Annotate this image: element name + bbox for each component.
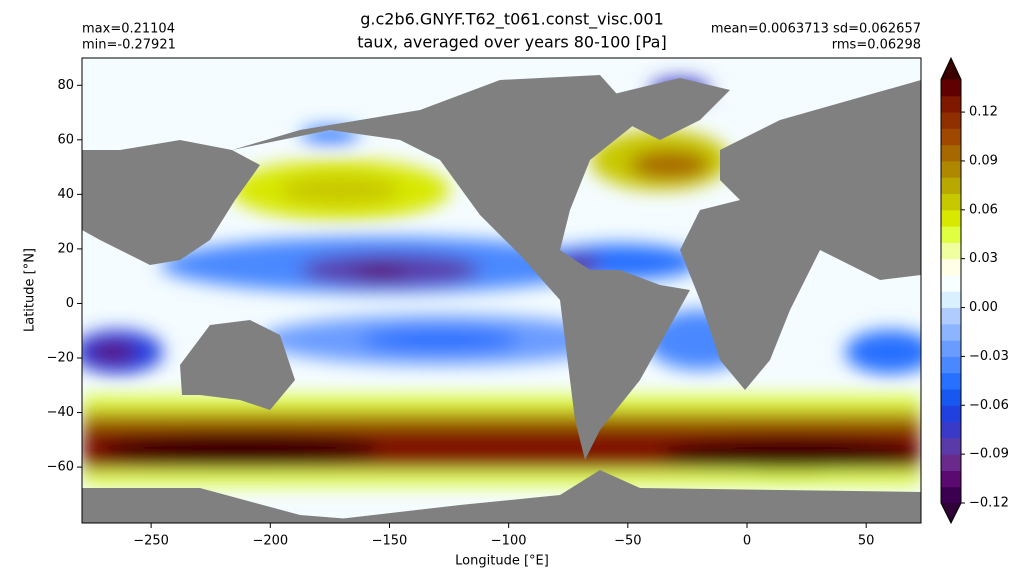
colorbar-band	[941, 470, 961, 488]
colorbar-tick-label: 0.09	[969, 153, 998, 168]
x-tick-label: −250	[133, 534, 169, 549]
colorbar-band	[941, 340, 961, 357]
stat-text: mean=0.0063713 sd=0.062657	[711, 22, 921, 37]
colorbar-band	[941, 421, 961, 439]
y-tick-label: −60	[47, 460, 74, 475]
colorbar-band	[941, 160, 961, 178]
colorbar-band	[941, 372, 961, 390]
y-tick-label: 60	[57, 132, 74, 147]
colorbar-band	[941, 274, 961, 292]
colorbar-tick-label: −0.06	[969, 398, 1009, 413]
y-tick-label: 0	[66, 296, 74, 311]
colorbar-band	[941, 177, 961, 195]
colorbar-extend-under	[941, 503, 961, 523]
x-tick-label: −50	[614, 534, 641, 549]
colorbar-band	[941, 258, 961, 276]
colorbar-band	[941, 128, 961, 146]
colorbar-band	[941, 112, 961, 129]
colorbar-tick-label: 0.06	[969, 202, 998, 217]
x-tick-label: 0	[743, 534, 751, 549]
colorbar-band	[941, 388, 961, 406]
colorbar-band	[941, 209, 961, 227]
chart-title: g.c2b6.GNYF.T62_t061.const_visc.001	[360, 10, 664, 30]
y-tick-label: 20	[57, 241, 74, 256]
colorbar-band	[941, 144, 961, 162]
plot-frame	[81, 57, 922, 524]
chart-subtitle: taux, averaged over years 80-100 [Pa]	[357, 33, 666, 52]
colorbar-band	[941, 95, 961, 113]
colorbar-band	[941, 291, 961, 309]
land	[82, 75, 921, 523]
colorbar-tick-label: −0.09	[969, 447, 1009, 462]
colorbar-tick-label: 0.12	[969, 105, 998, 120]
x-tick-label: −150	[372, 534, 408, 549]
stat-text: rms=0.06298	[832, 38, 921, 53]
colorbar-band	[941, 193, 961, 211]
colorbar-band	[941, 486, 961, 504]
map-field	[82, 58, 921, 523]
colorbar-band	[941, 356, 961, 374]
colorbar-band	[941, 323, 961, 341]
y-tick-label: 80	[57, 78, 74, 93]
colorbar-band	[941, 226, 961, 243]
colorbar-tick-label: 0.00	[969, 300, 998, 315]
x-tick-label: −200	[252, 534, 288, 549]
colorbar-tick-label: 0.03	[969, 251, 998, 266]
x-tick-label: −100	[491, 534, 527, 549]
colorbar-tick-label: −0.03	[969, 349, 1009, 364]
y-tick-label: 40	[57, 187, 74, 202]
colorbar-band	[941, 242, 961, 260]
y-axis-label: Latitude [°N]	[23, 248, 38, 332]
colorbar-tick-label: −0.12	[969, 496, 1009, 511]
colorbar-band	[941, 79, 961, 97]
colorbar-extend-over	[941, 58, 961, 80]
colorbar-band	[941, 437, 961, 455]
x-axis-label: Longitude [°E]	[455, 554, 549, 569]
x-tick-label: 50	[858, 534, 875, 549]
y-tick-label: −40	[47, 405, 74, 420]
colorbar-band	[941, 454, 961, 471]
stat-text: max=0.21104	[82, 22, 175, 37]
colorbar-band	[941, 405, 961, 423]
colorbar-band	[941, 307, 961, 325]
y-tick-label: −20	[47, 351, 74, 366]
stat-text: min=-0.27921	[82, 38, 176, 53]
